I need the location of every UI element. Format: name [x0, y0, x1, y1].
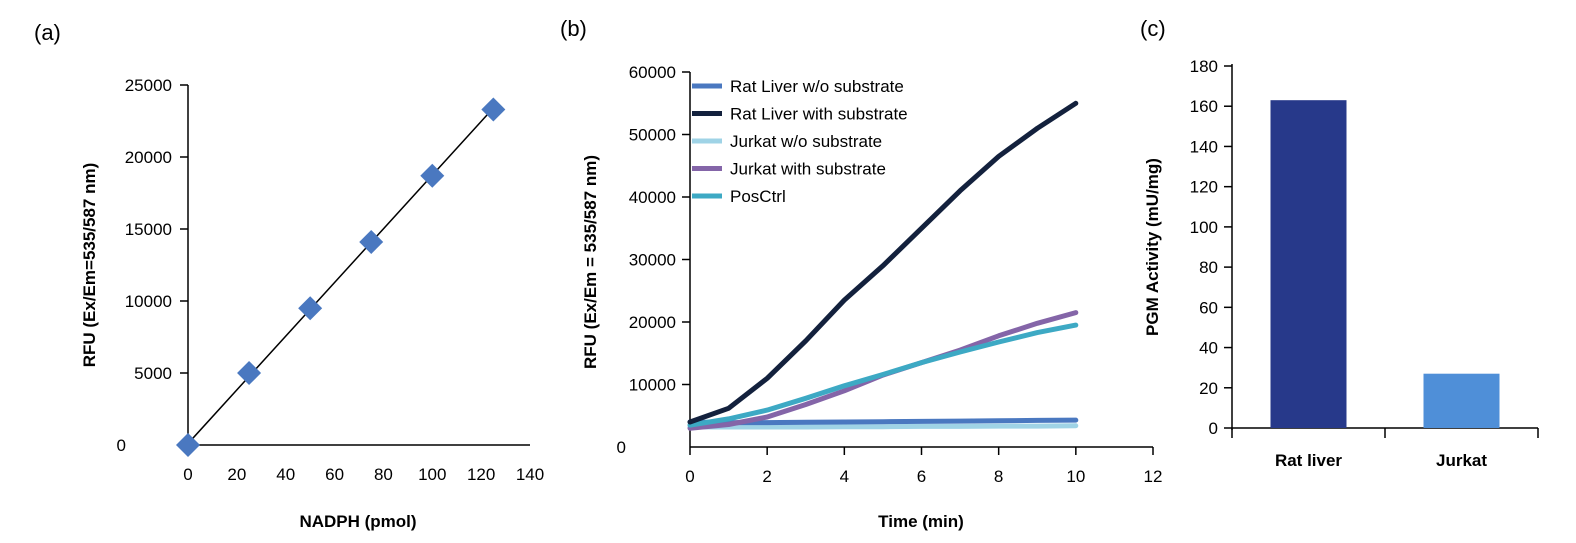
panel-a-y-ticks: 0 5000 10000 15000 20000 25000 [117, 76, 188, 455]
panel-c-y-tick-label: 40 [1199, 339, 1218, 358]
panel-b-x-ticks: 0 2 4 6 8 10 12 [685, 447, 1162, 486]
panel-a-x-axis-title: NADPH (pmol) [299, 512, 416, 531]
panel-a-data-point [176, 433, 200, 457]
panel-c-bar [1423, 373, 1500, 428]
panel-a-x-tick-label: 120 [467, 465, 495, 484]
panel-a-x-tick-label: 0 [183, 465, 192, 484]
panel-c-y-tick-label: 100 [1190, 218, 1218, 237]
panel-b-x-tick-label: 12 [1144, 467, 1163, 486]
panel-b-plot [687, 100, 1079, 431]
panel-b-legend: Rat Liver w/o substrate Rat Liver with su… [692, 77, 908, 206]
panel-c-y-tick-label: 20 [1199, 379, 1218, 398]
panel-a-x-ticks: 0 20 40 60 80 100 120 140 [183, 465, 544, 484]
panel-b-y-tick-label: 40000 [629, 188, 676, 207]
panel-b-y-tick-label: 10000 [629, 376, 676, 395]
panel-a-trendline [187, 107, 494, 445]
panel-c-y-tick-label: 180 [1190, 57, 1218, 76]
panel-c-y-ticks: 0 20 40 60 80 100 120 140 160 180 [1190, 57, 1232, 438]
panel-c-plot [1270, 100, 1500, 428]
panel-b-x-tick-label: 10 [1066, 467, 1085, 486]
panel-c-y-tick-label: 160 [1190, 97, 1218, 116]
panel-b-legend-label: Jurkat with substrate [730, 160, 886, 179]
panel-a-data-point [298, 296, 323, 321]
panel-a-y-axis-title: RFU (Ex/Em=535/587 nm) [80, 163, 99, 368]
panel-c-x-categories: Rat liver Jurkat [1231, 428, 1539, 470]
panel-a-data-point [237, 361, 262, 385]
panel-a-x-tick-label: 60 [325, 465, 344, 484]
panel-b-series-line [687, 322, 1079, 428]
panel-a-y-tick-label: 0 [117, 436, 126, 455]
panel-b-x-axis-title: Time (min) [878, 512, 964, 531]
panel-b-series-line [687, 423, 1079, 430]
panel-b-x-tick-label: 0 [685, 467, 694, 486]
panel-b-y-tick-label: 50000 [629, 126, 676, 145]
panel-a-label: (a) [34, 20, 61, 45]
panel-b-y-axis-title: RFU (Ex/Em = 535/587 nm) [581, 155, 600, 369]
panel-a-data-point [359, 229, 384, 254]
panel-a-y-tick-label: 10000 [125, 292, 172, 311]
panel-c-bar [1270, 100, 1347, 428]
panel-b-series-line [687, 310, 1079, 431]
panel-b-legend-label: Rat Liver w/o substrate [730, 77, 904, 96]
panel-b-legend-label: Jurkat w/o substrate [730, 132, 882, 151]
panel-c-y-tick-label: 60 [1199, 298, 1218, 317]
panel-b-series-line [687, 100, 1079, 425]
panel-b-label: (b) [560, 16, 587, 41]
panel-b-x-tick-label: 8 [994, 467, 1003, 486]
panel-a-y-tick-label: 20000 [125, 148, 172, 167]
panel-c-y-tick-label: 120 [1190, 178, 1218, 197]
panel-b-x-tick-label: 2 [762, 467, 771, 486]
panel-a-y-tick-label: 15000 [125, 220, 172, 239]
panel-c-category-label: Jurkat [1436, 451, 1487, 470]
panel-b-y-tick-label: 30000 [629, 251, 676, 270]
panel-b-y-tick-label: 60000 [629, 63, 676, 82]
panel-a-data-point [420, 163, 445, 188]
panel-b-legend-label: PosCtrl [730, 187, 786, 206]
panel-a-x-tick-label: 40 [276, 465, 295, 484]
panel-c-y-tick-label: 140 [1190, 137, 1218, 156]
panel-a: (a) 0 5000 10000 15000 20000 25000 0 20 40 60 80 1… [34, 20, 544, 531]
panel-b-y-tick-label: 20000 [629, 313, 676, 332]
panel-a-plot [176, 97, 506, 457]
panel-c-y-tick-label: 80 [1199, 258, 1218, 277]
panel-a-y-tick-label: 5000 [134, 364, 172, 383]
panel-a-y-tick-label: 25000 [125, 76, 172, 95]
panel-b-x-tick-label: 6 [917, 467, 926, 486]
panel-c-y-tick-label: 0 [1209, 419, 1218, 438]
panel-c-label: (c) [1140, 16, 1166, 41]
panel-b-series-line [687, 417, 1079, 426]
panel-b: (b) 0 10000 20000 30000 40000 50000 60000 0 2 4 6… [560, 16, 1162, 531]
panel-c-y-axis-title: PGM Activity (mU/mg) [1143, 158, 1162, 336]
panel-b-y-tick-label: 0 [617, 438, 626, 457]
panel-a-data-point [481, 97, 506, 122]
panel-a-x-tick-label: 100 [418, 465, 446, 484]
panel-b-x-tick-label: 4 [840, 467, 849, 486]
panel-a-x-tick-label: 80 [374, 465, 393, 484]
panel-c: (c) 0 20 40 60 80 100 120 140 160 180 Rat liver Ju… [1140, 16, 1539, 470]
panel-b-y-ticks: 0 10000 20000 30000 40000 50000 60000 [617, 63, 690, 457]
panel-b-legend-label: Rat Liver with substrate [730, 105, 908, 124]
panel-a-x-tick-label: 20 [227, 465, 246, 484]
panel-a-x-tick-label: 140 [516, 465, 544, 484]
panel-c-category-label: Rat liver [1275, 451, 1342, 470]
